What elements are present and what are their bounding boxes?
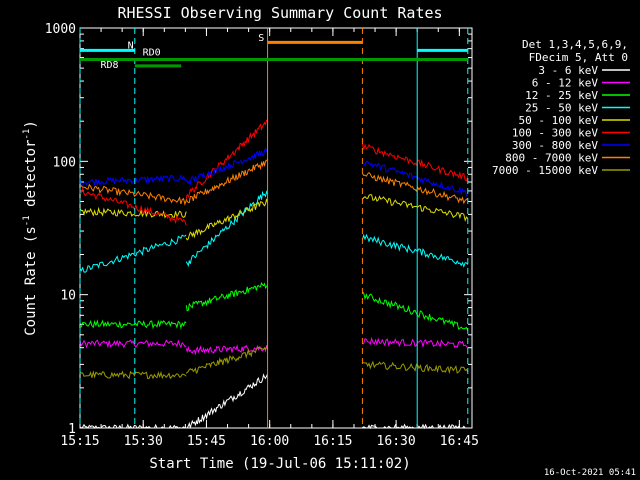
series-line [362,423,468,430]
annotation-label: RD0 [143,48,161,59]
y-tick-label: 1000 [45,22,76,37]
y-tick-label: 10 [60,289,76,304]
series-line [362,336,469,349]
series-line [361,233,469,268]
series-line [185,147,269,186]
series-line [79,423,187,429]
legend-entry-label: 6 - 12 keV [532,77,599,90]
legend-entry-label: 300 - 800 keV [512,139,598,152]
chart-title: RHESSI Observing Summary Count Rates [117,4,442,22]
x-tick-label: 15:30 [124,434,163,449]
y-axis-label: Count Rate (s-1 detector-1) [22,120,39,336]
legend-entry-label: 800 - 7000 keV [505,152,598,165]
series-line [185,281,269,312]
x-tick-label: 16:30 [377,434,416,449]
y-axis-label-exp: -1 [22,215,32,226]
series-line [79,186,187,226]
series-line [185,198,269,241]
series-line [186,373,269,429]
series-line [185,190,269,268]
series-line [361,143,469,182]
series-line [185,346,269,375]
series-line [362,160,468,197]
legend-entry-label: 12 - 25 keV [525,89,598,102]
legend: Det 1,3,4,5,6,9,FDecim 5, Att 03 - 6 keV… [492,38,630,177]
legend-entry-label: 25 - 50 keV [525,102,598,115]
annotation-label: S [258,33,264,44]
series-line [79,234,187,273]
x-tick-label: 16:15 [313,434,352,449]
annotation-label: N [128,41,134,52]
x-axis-label: Start Time (19-Jul-06 15:11:02) [149,456,410,472]
series-line [79,370,187,380]
y-tick-label: 100 [53,155,76,170]
legend-entry-label: 7000 - 15000 keV [492,164,598,177]
y-axis-label-tail: detector [23,140,39,216]
y-axis-label-exp2: -1 [22,129,32,140]
y-axis-label-close: ) [23,120,39,128]
series-line [79,339,187,349]
series-line [362,291,469,332]
footer-timestamp: 16-Oct-2021 05:41 [544,468,636,478]
legend-header-line: Det 1,3,4,5,6,9, [522,38,628,51]
legend-header-line: FDecim 5, Att 0 [529,51,628,64]
series-line [185,343,269,356]
series-line [185,119,268,200]
series-line [79,183,187,206]
series-line [185,158,269,204]
legend-entry-label: 3 - 6 keV [538,64,598,77]
series-line [80,319,187,330]
annotation-label: RD8 [100,60,118,71]
x-tick-label: 15:45 [187,434,226,449]
x-tick-label: 16:00 [250,434,289,449]
x-tick-label: 15:15 [60,434,99,449]
series-line [362,360,469,375]
series-line [79,173,187,187]
x-tick-label: 16:45 [440,434,479,449]
y-axis-label-main: Count Rate (s [23,226,39,336]
plot-area: 1 10 100 1000 15:15 15:30 15:45 16:00 16:15 16:30… [45,22,479,449]
series-line [361,172,469,205]
legend-entry-label: 50 - 100 keV [519,114,599,127]
legend-entry-label: 100 - 300 keV [512,127,598,140]
series-line [362,194,469,222]
series-line [79,206,187,219]
y-tick-label: 1 [68,422,76,437]
